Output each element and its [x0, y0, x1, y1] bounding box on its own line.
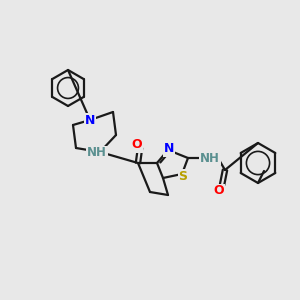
- Text: NH: NH: [87, 146, 107, 160]
- Text: N: N: [164, 142, 174, 155]
- Text: NH: NH: [200, 152, 220, 164]
- Text: N: N: [85, 113, 95, 127]
- Text: S: S: [178, 169, 188, 182]
- Text: O: O: [214, 184, 224, 197]
- Text: O: O: [132, 139, 142, 152]
